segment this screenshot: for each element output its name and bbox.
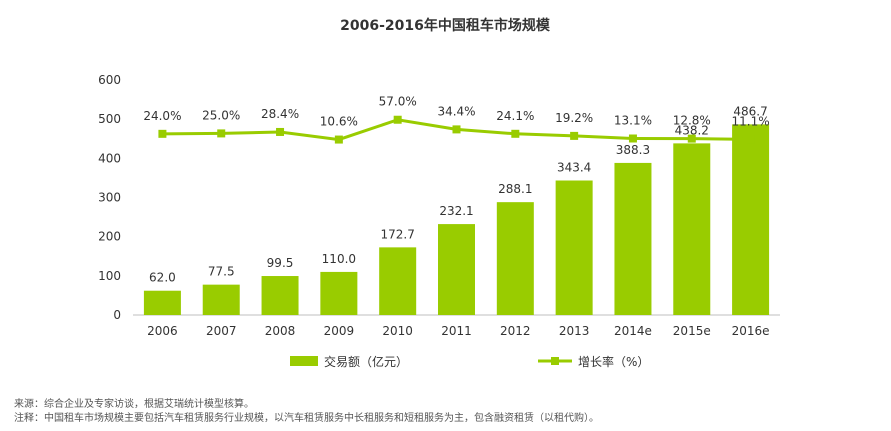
legend-label-line: 增长率（%） xyxy=(578,354,649,369)
bar xyxy=(143,290,181,315)
y-tick-label: 100 xyxy=(98,269,121,283)
x-tick-label: 2015e xyxy=(673,324,711,338)
x-tick-label: 2010 xyxy=(382,324,413,338)
line-data-labels: 24.0% 25.0% 28.4% 10.6% 57.0% 34.4% 24.1% 19.2%… xyxy=(143,95,769,129)
line-value-label: 24.1% xyxy=(496,109,534,123)
chart-title: 2006-2016年中国租车市场规模 xyxy=(340,17,551,34)
line-point xyxy=(511,129,520,138)
y-tick-label: 300 xyxy=(98,191,121,205)
bar-series xyxy=(143,124,770,316)
bar-value-label: 232.1 xyxy=(439,204,473,218)
bar xyxy=(732,124,770,316)
bar-value-label: 388.3 xyxy=(616,143,650,157)
y-tick-label: 400 xyxy=(98,151,121,165)
bar-value-label: 62.0 xyxy=(149,271,176,285)
x-tick-label: 2014e xyxy=(614,324,652,338)
bar-value-label: 288.1 xyxy=(498,182,532,196)
x-axis: 2006 2007 2008 2009 2010 2011 2012 2013 2014e 201… xyxy=(133,314,780,338)
x-tick-label: 2006 xyxy=(147,324,178,338)
line-point xyxy=(687,134,696,143)
line-value-label: 19.2% xyxy=(555,111,593,125)
bar xyxy=(202,284,240,315)
line-point xyxy=(628,134,637,143)
line-point xyxy=(158,129,167,138)
legend-swatch-bar xyxy=(290,356,318,366)
x-tick-label: 2012 xyxy=(500,324,531,338)
bar xyxy=(614,162,652,315)
line-value-label: 10.6% xyxy=(320,115,358,129)
line-value-label: 12.8% xyxy=(673,114,711,128)
line-value-label: 28.4% xyxy=(261,107,299,121)
bar-data-labels: 62.0 77.5 99.5 110.0 172.7 232.1 288.1 343.4 388… xyxy=(149,104,768,284)
line-value-label: 34.4% xyxy=(437,104,475,118)
source-note: 来源：综合企业及专家访谈，根据艾瑞统计模型核算。 xyxy=(14,399,254,410)
line-value-label: 11.1% xyxy=(732,114,770,128)
line-point xyxy=(452,125,461,134)
bar xyxy=(496,202,534,315)
line-point xyxy=(746,135,755,144)
bar xyxy=(379,247,417,315)
line-value-label: 24.0% xyxy=(143,109,181,123)
bar xyxy=(555,180,593,315)
legend-swatch-marker xyxy=(551,357,559,365)
x-tick-label: 2011 xyxy=(441,324,472,338)
bar-value-label: 343.4 xyxy=(557,161,591,175)
line-value-label: 13.1% xyxy=(614,113,652,127)
x-tick-label: 2016e xyxy=(732,324,770,338)
y-tick-label: 500 xyxy=(98,112,121,126)
line-point xyxy=(570,131,579,140)
bar xyxy=(673,143,711,315)
bar-value-label: 438.2 xyxy=(675,123,709,137)
line-point xyxy=(393,115,402,124)
line-point xyxy=(276,127,285,136)
y-axis: 0 100 200 300 400 500 600 xyxy=(98,73,121,322)
line-value-label: 57.0% xyxy=(379,95,417,109)
bar-value-label: 110.0 xyxy=(322,252,356,266)
bar-value-label: 99.5 xyxy=(267,256,294,270)
line-value-label: 25.0% xyxy=(202,108,240,122)
x-tick-label: 2007 xyxy=(206,324,237,338)
bar-value-label: 486.7 xyxy=(733,104,767,118)
x-tick-label: 2008 xyxy=(265,324,296,338)
remark-note: 注释：中国租车市场规模主要包括汽车租赁服务行业规模，以汽车租赁服务中长租服务和短… xyxy=(14,413,599,424)
line-point xyxy=(217,129,226,138)
bar xyxy=(438,224,475,315)
y-tick-label: 600 xyxy=(98,73,121,87)
line-point xyxy=(334,135,343,144)
bar-value-label: 172.7 xyxy=(381,227,415,241)
bar xyxy=(320,271,358,315)
legend: 交易额（亿元） 增长率（%） xyxy=(290,354,649,369)
bar-value-label: 77.5 xyxy=(208,265,235,279)
y-tick-label: 0 xyxy=(113,308,121,322)
legend-label-bar: 交易额（亿元） xyxy=(324,354,408,369)
x-tick-label: 2013 xyxy=(559,324,590,338)
y-tick-label: 200 xyxy=(98,230,121,244)
line-series xyxy=(158,115,755,144)
x-tick-label: 2009 xyxy=(324,324,355,338)
bar xyxy=(261,276,299,315)
